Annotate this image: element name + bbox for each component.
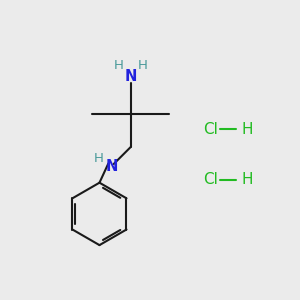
Text: N: N (106, 159, 118, 174)
Text: H: H (242, 122, 253, 137)
Text: H: H (113, 59, 123, 72)
Text: Cl: Cl (203, 122, 218, 137)
Text: H: H (138, 59, 148, 72)
Text: Cl: Cl (203, 172, 218, 187)
Text: N: N (124, 69, 137, 84)
Text: H: H (242, 172, 253, 187)
Text: H: H (94, 152, 103, 164)
